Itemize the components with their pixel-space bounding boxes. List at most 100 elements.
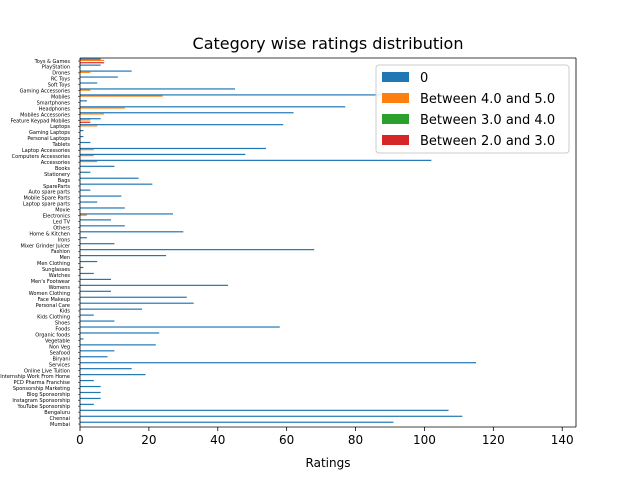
y-tick-label: Watches [49,273,71,279]
y-tick-label: Mobiles Accessories [20,112,70,118]
legend-box [375,64,570,154]
x-tick-label: 120 [482,433,505,447]
y-tick-label: Biryani [53,356,70,362]
y-tick-label: Personal Care [36,303,70,309]
bar-between-4-0-and-5-0 [80,89,91,91]
y-tick-label: Movie [55,208,70,214]
legend-swatch [382,114,409,124]
y-tick-label: Laptops [50,124,70,130]
legend-swatch [382,72,409,82]
bar-0 [80,344,156,346]
y-tick-label: Services [49,362,70,368]
bar-0 [80,159,432,161]
y-tick-label: Internship Work From Home [0,374,70,380]
y-tick-label: Mumbai [50,422,70,428]
bar-0 [80,64,101,66]
bar-0 [80,278,111,280]
bar-0 [80,225,125,227]
y-tick-label: Computers Accessories [12,154,71,160]
y-tick-label: Feature Keypad Mobiles [10,118,70,124]
bar-between-4-0-and-5-0 [80,214,87,216]
y-tick-label: Mixer Grinder Juicer [20,243,70,249]
bar-0 [80,189,91,191]
y-tick-label: Womens [49,285,71,291]
y-tick-label: Personal Laptops [27,136,70,142]
bar-between-4-0-and-5-0 [80,155,94,157]
bar-0 [80,296,187,298]
y-tick-label: Men Clothing [37,261,70,267]
y-tick-label: Mobiles [51,94,70,100]
y-tick-label: Bags [58,178,71,184]
x-tick-labels: 0 20 40 60 80 100 120 140 [76,427,574,447]
bar-0 [80,385,101,388]
bar-0 [80,314,94,316]
bar-0 [80,421,394,423]
bar-between-4-0-and-5-0 [80,71,91,73]
bar-0 [80,195,122,197]
bar-0 [80,135,84,138]
y-tick-label: Non Veg [49,344,70,350]
bar-0 [80,308,142,310]
bar-0 [80,391,101,394]
bar-0 [80,254,167,257]
bar-0 [80,403,94,405]
y-tick-label: Men's Footwear [31,279,71,285]
bar-0 [80,237,87,239]
x-tick-label: 140 [551,433,574,447]
bar-0 [80,284,229,286]
bar-0 [80,201,98,203]
bar-0 [80,76,118,78]
y-tick-label: Online Live Tuition [24,368,70,374]
bar-0 [80,177,139,179]
y-tick-label: PCD Pharma Franchise [14,380,70,386]
bar-0 [80,70,132,72]
legend-entry: Between 3.0 and 4.0 [420,113,555,128]
bar-0 [80,219,111,221]
x-tick-label: 100 [413,433,436,447]
y-tick-label: Led TV [53,219,71,225]
y-tick-label: Vegetable [45,339,70,345]
y-tick-label: Headphones [39,106,71,112]
bar-0 [80,165,115,167]
y-tick-label: Laptop spare parts [23,202,71,208]
bar-0 [80,272,94,275]
bar-0 [80,397,101,400]
bar-0 [80,260,98,263]
bar-0 [80,118,101,120]
y-tick-label: Organic foods [35,333,70,339]
y-tick-label: Chennai [49,416,70,422]
bar-0 [80,338,84,340]
bar-0 [80,332,160,334]
y-tick-label: Kids [60,309,71,315]
y-tick-label: Instagram Sponsorship [12,398,70,404]
bar-0 [80,183,153,185]
bar-between-4-0-and-5-0 [80,119,91,121]
bar-0 [80,88,235,90]
bar-0 [80,231,184,233]
y-tick-label: Books [55,166,70,172]
y-tick-label: RC Toys [51,77,71,83]
bar-between-4-0-and-5-0 [80,125,98,127]
y-tick-label: Mobile Spare Parts [24,196,71,202]
y-tick-label: Blog Sponsorship [27,392,70,398]
x-tick-label: 80 [348,433,363,447]
y-tick-label: Tablets [52,142,71,148]
y-tick-label: Electronics [43,214,71,220]
legend-swatch [382,135,409,145]
bar-between-4-0-and-5-0 [80,113,105,115]
x-tick-label: 40 [210,433,225,447]
bar-0 [80,266,84,269]
bar-0 [80,213,173,215]
bar-0 [80,249,315,251]
bar-0 [80,130,84,132]
y-tick-label: Soft Toys [48,83,71,89]
bar-between-4-0-and-5-0 [80,160,98,163]
bar-0 [80,100,87,102]
x-axis-label: Ratings [306,456,351,470]
bar-0 [80,379,94,382]
bar-0 [80,106,346,108]
y-tick-label: Men [59,255,70,261]
bar-0 [80,374,146,376]
